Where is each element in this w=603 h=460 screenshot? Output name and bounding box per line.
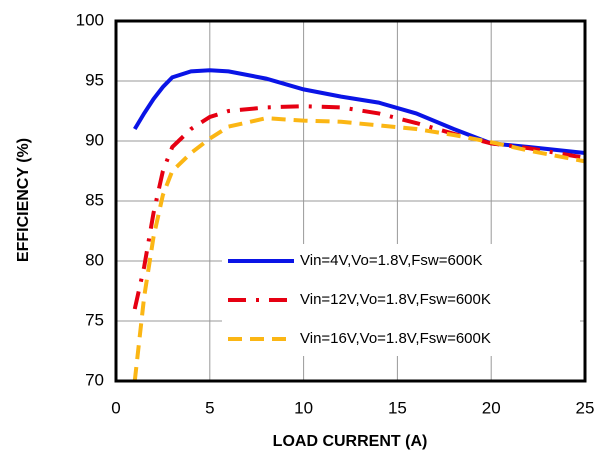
y-axis-title: EFFICIENCY (%) — [15, 138, 32, 262]
x-axis-title: LOAD CURRENT (A) — [273, 433, 428, 450]
data-line — [132, 104, 586, 310]
x-tick-label: 25 — [576, 398, 595, 417]
y-tick-label: 85 — [85, 190, 104, 209]
y-tick-label: 75 — [85, 310, 104, 329]
x-tick-label: 20 — [482, 398, 501, 417]
legend-text: Vin=4V,Vo=1.8V,Fsw=600K — [300, 252, 483, 269]
legend-text: Vin=16V,Vo=1.8V,Fsw=600K — [300, 330, 491, 347]
legend-text: Vin=12V,Vo=1.8V,Fsw=600K — [300, 291, 491, 308]
x-tick-label: 15 — [388, 398, 407, 417]
data-line — [133, 68, 586, 155]
y-tick-label: 100 — [76, 10, 104, 29]
y-tick-label: 95 — [85, 70, 104, 89]
plot-frame — [114, 19, 587, 383]
x-tick-label: 0 — [111, 398, 120, 417]
y-tick-label: 70 — [85, 370, 104, 389]
x-tick-label: 5 — [205, 398, 214, 417]
x-tick-label: 10 — [294, 398, 313, 417]
y-tick-label: 90 — [85, 130, 104, 149]
y-tick-label: 80 — [85, 250, 104, 269]
